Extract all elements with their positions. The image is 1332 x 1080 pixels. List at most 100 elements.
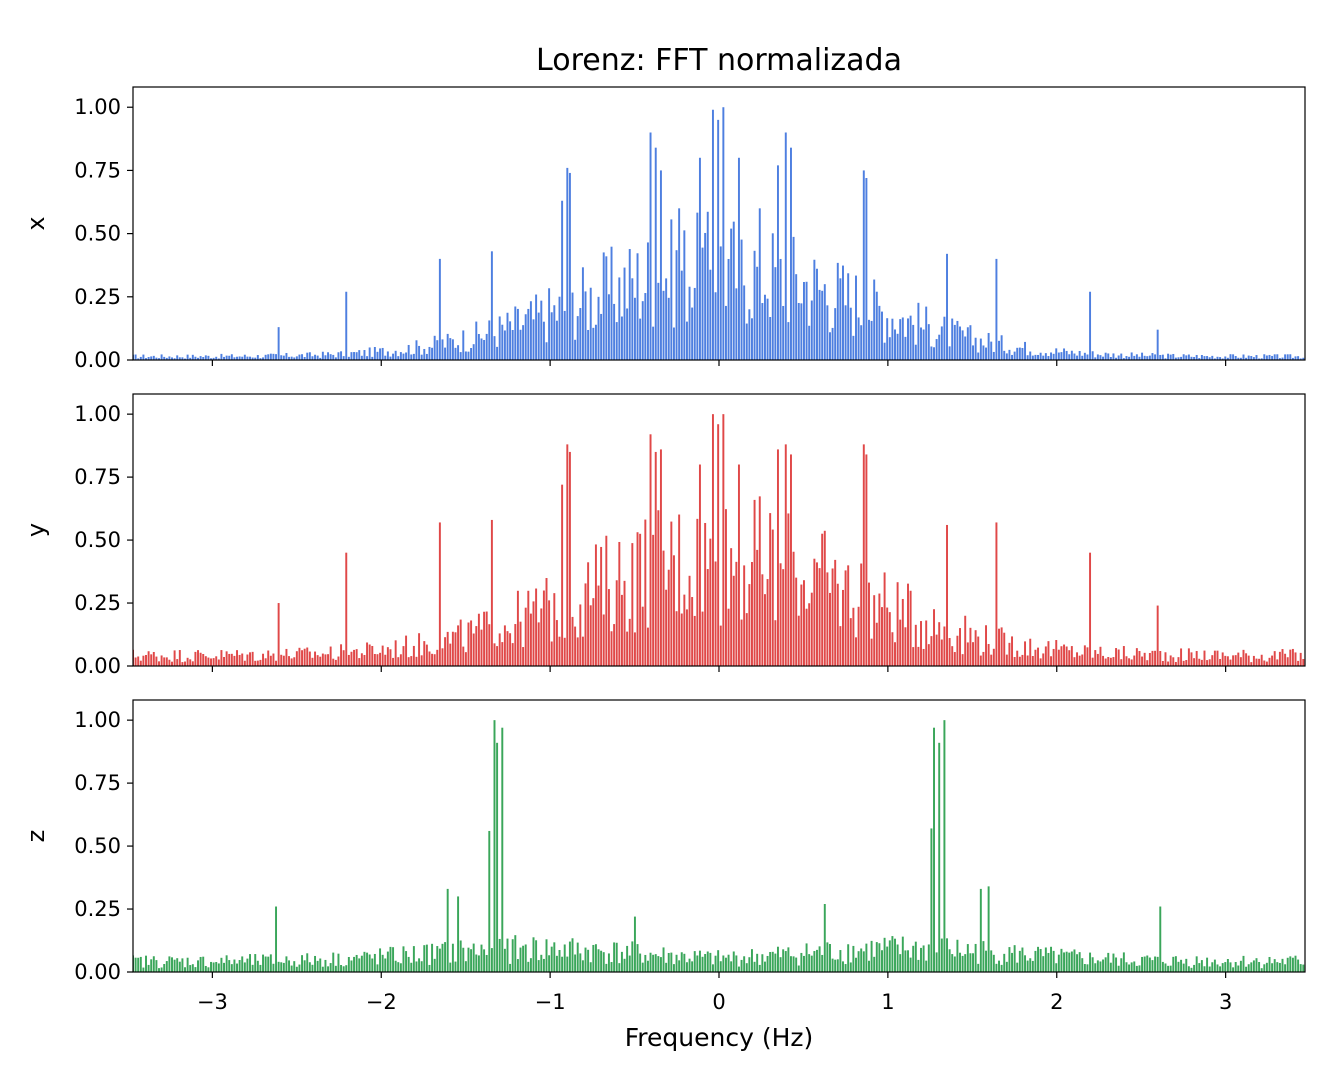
bar [787,322,790,360]
bar [295,651,298,666]
bar [901,936,904,972]
bar [472,633,475,666]
bar [527,308,530,360]
bar [935,339,938,360]
bar [223,656,225,666]
bar [589,287,592,360]
bar [782,949,785,972]
bar [938,622,941,666]
bar [1050,656,1053,666]
bar [857,606,860,666]
bar [418,958,421,972]
bar [665,589,668,666]
bar [1109,357,1112,360]
bar [1135,648,1138,666]
bar [792,236,795,360]
bar [1055,963,1058,972]
bar [1164,963,1167,972]
bar [909,590,912,666]
bar [1250,662,1253,666]
bar [1263,964,1266,972]
bar [1278,651,1281,666]
bar [420,655,423,666]
y-tick-label: 0.00 [74,654,121,678]
bar [842,961,844,972]
bar [685,321,688,360]
bar [701,611,704,666]
bar [1018,656,1021,666]
bar [402,353,405,360]
bar [1154,956,1157,972]
bar [165,657,168,666]
bar [337,656,340,666]
bar [1159,906,1162,972]
bar [1180,648,1183,666]
x-tick-label: −2 [366,990,397,1014]
bar [298,647,301,666]
bar [1031,355,1034,360]
bar [566,167,569,360]
bar [620,316,623,360]
bar [797,302,800,360]
bar [308,651,311,666]
bar [298,354,301,360]
bar [787,513,790,666]
bar [558,950,561,972]
bar [600,313,603,360]
x-tick-label: −3 [197,990,228,1014]
bar [1284,964,1287,972]
bar [904,950,907,972]
bar [1141,656,1144,666]
bar [555,955,558,972]
bar [1151,353,1154,360]
bar [485,333,488,360]
bar [454,347,457,360]
bar [561,200,564,360]
bar [415,340,418,360]
bar [178,961,181,972]
bar [223,962,225,972]
bar [1187,966,1190,972]
bar [602,952,605,972]
bar [1026,355,1029,360]
bar [657,282,660,360]
bar [857,317,860,360]
bar [940,326,943,360]
bar [1091,657,1094,666]
bar [1031,960,1034,972]
bar [610,962,613,972]
bar [1081,958,1084,972]
bar [545,578,548,666]
bar [254,660,257,666]
bar [275,354,278,360]
bar [1016,347,1019,360]
bar [1211,655,1214,666]
bar [238,356,241,360]
bar [1133,961,1136,972]
bar [602,252,605,360]
bar [1265,962,1268,972]
bar [1198,658,1201,666]
bar [342,356,345,360]
bar [1031,656,1034,666]
bar [1143,652,1146,666]
bar [620,951,623,972]
bar [631,278,634,360]
bar [839,950,842,972]
bar [1245,357,1248,360]
bar [1226,357,1229,360]
bar [537,622,540,666]
bar [1265,661,1268,666]
bar [761,574,764,666]
bar [311,964,314,972]
bar [594,944,597,972]
bar [870,320,873,360]
bar [329,963,332,972]
bar [210,961,212,972]
bar [745,613,748,666]
bar [1265,355,1268,360]
bar [654,954,657,972]
bar [1203,966,1206,972]
y-axis-label: y [22,523,50,537]
bar [969,953,972,972]
